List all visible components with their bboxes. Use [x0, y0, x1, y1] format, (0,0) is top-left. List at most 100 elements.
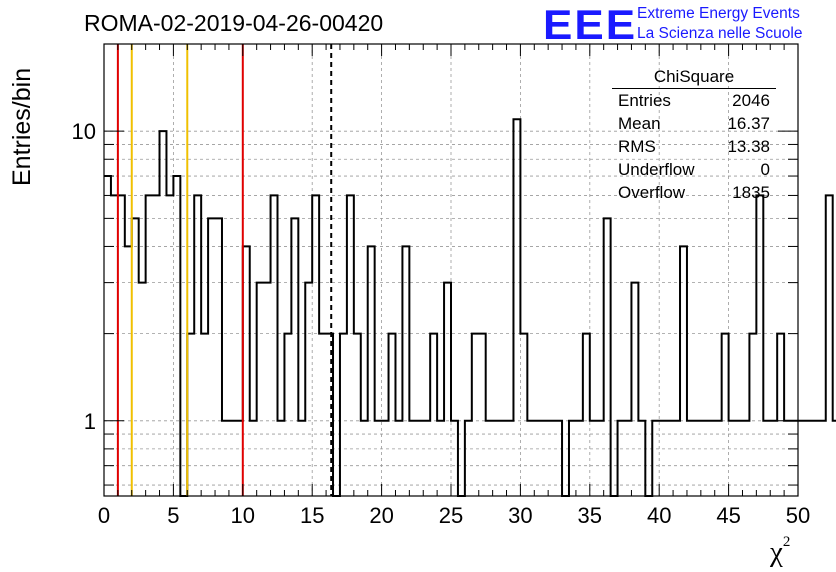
x-axis-label-main: χ: [770, 536, 783, 568]
stats-row-underflow: Underflow 0: [612, 158, 776, 181]
histogram-bin: [146, 195, 153, 496]
histogram-bin: [569, 421, 576, 496]
stats-value: 2046: [732, 91, 770, 110]
stats-value: 13.38: [727, 137, 770, 156]
histogram-bin: [638, 421, 645, 496]
histogram-bin: [250, 421, 257, 496]
histogram-bin: [500, 421, 507, 496]
histogram-bin: [465, 421, 472, 496]
y-tick-label: 1: [84, 409, 96, 434]
histogram-bin: [534, 421, 541, 496]
histogram-bin: [597, 421, 604, 496]
stats-label: Overflow: [618, 183, 686, 202]
stats-row-entries: Entries 2046: [612, 89, 776, 112]
histogram-bin: [749, 334, 756, 496]
x-tick-label: 50: [786, 503, 810, 528]
histogram-bin: [493, 421, 500, 496]
histogram-bin: [201, 334, 208, 496]
histogram-bin: [507, 421, 514, 496]
histogram-bin: [125, 246, 132, 496]
y-tick-label: 10: [72, 119, 96, 144]
histogram-bin: [472, 334, 479, 496]
x-tick-label: 45: [716, 503, 740, 528]
histogram-bin: [541, 421, 548, 496]
x-axis-label: χ2: [770, 534, 790, 569]
histogram-bin: [631, 283, 638, 496]
x-tick-label: 0: [98, 503, 110, 528]
logo-line-2: La Scienza nelle Scuole: [637, 25, 803, 42]
histogram-bin: [513, 119, 520, 496]
histogram-bin: [215, 218, 222, 496]
histogram-bin: [257, 283, 264, 496]
stats-box: ChiSquare Entries 2046 Mean 16.37 RMS 13…: [612, 66, 776, 204]
stats-value: 16.37: [727, 114, 770, 133]
histogram-bin: [319, 334, 326, 496]
stats-row-mean: Mean 16.37: [612, 112, 776, 135]
histogram-bin: [208, 218, 215, 496]
histogram-bin: [694, 421, 701, 496]
x-tick-label: 25: [439, 503, 463, 528]
histogram-bin: [736, 421, 743, 496]
histogram-bin: [416, 421, 423, 496]
histogram-bin: [826, 195, 833, 496]
histogram-bin: [340, 334, 347, 496]
histogram-bin: [354, 334, 361, 496]
histogram-bin: [555, 421, 562, 496]
x-tick-label: 10: [231, 503, 255, 528]
histogram-bin: [278, 421, 285, 496]
histogram-bin: [742, 421, 749, 496]
histogram-bin: [625, 421, 632, 496]
histogram-bin: [527, 421, 534, 496]
histogram-bin: [194, 195, 201, 496]
x-tick-label: 20: [369, 503, 393, 528]
histogram-bin: [222, 421, 229, 496]
histogram-bin: [132, 218, 139, 496]
histogram-bin: [236, 421, 243, 496]
histogram-bin: [291, 218, 298, 496]
histogram-bin: [243, 246, 250, 496]
histogram-bin: [708, 421, 715, 496]
histogram-bin: [722, 334, 729, 496]
histogram-bin: [271, 195, 278, 496]
stats-row-rms: RMS 13.38: [612, 135, 776, 158]
histogram-bin: [798, 421, 805, 496]
stats-row-overflow: Overflow 1835: [612, 181, 776, 204]
histogram-bin: [590, 421, 597, 496]
histogram-bin: [819, 421, 826, 496]
logo-line-1: Extreme Energy Events: [637, 5, 800, 22]
histogram-outline: [104, 118, 836, 497]
histogram-bin: [382, 421, 389, 496]
stats-title: ChiSquare: [612, 66, 776, 89]
histogram-bin: [812, 421, 819, 496]
histogram-bin: [430, 334, 437, 496]
histogram-bin: [347, 195, 354, 496]
histogram-bin: [583, 334, 590, 496]
histogram-bin: [479, 334, 486, 496]
histogram-bin: [451, 421, 458, 496]
histogram-bin: [604, 218, 611, 496]
histogram-bin: [548, 421, 555, 496]
histogram-bin: [298, 421, 305, 496]
histogram-bin: [173, 176, 180, 496]
histogram-bin: [118, 195, 125, 496]
histogram-bin: [229, 421, 236, 496]
histogram-bin: [368, 246, 375, 496]
histogram-bin: [409, 421, 416, 496]
histogram: [104, 118, 836, 497]
stats-label: RMS: [618, 137, 656, 156]
stats-label: Mean: [618, 114, 661, 133]
stats-value: 0: [760, 160, 770, 179]
histogram-bin: [444, 283, 451, 496]
histogram-bin: [618, 421, 625, 496]
histogram-bin: [666, 421, 673, 496]
histogram-bin: [777, 334, 784, 496]
histogram-bin: [715, 421, 722, 496]
axis-ticks: 0 5 10 15 20 25 30 35 40 45 50 1 10: [72, 43, 810, 528]
eee-logo-text: Extreme Energy Events La Scienza nelle S…: [637, 4, 802, 44]
histogram-bin: [264, 283, 271, 496]
histogram-bin: [402, 246, 409, 496]
stats-label: Entries: [618, 91, 671, 110]
x-tick-label: 5: [167, 503, 179, 528]
histogram-bin: [361, 421, 368, 496]
